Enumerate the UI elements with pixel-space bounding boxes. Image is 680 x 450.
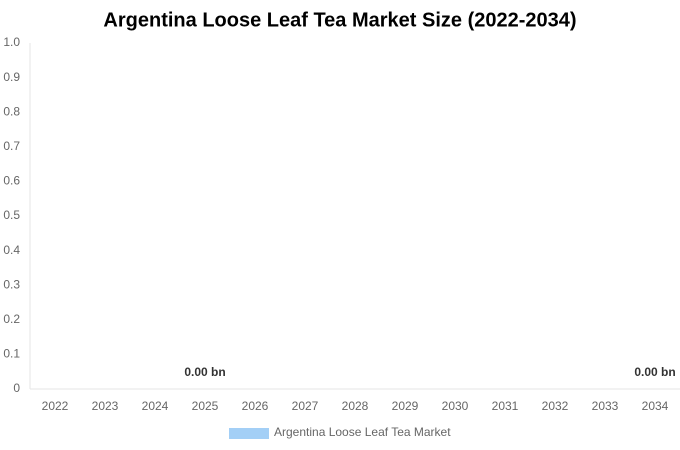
x-tick-label: 2028 [342, 399, 369, 413]
x-tick-label: 2031 [492, 399, 519, 413]
x-tick-label: 2024 [142, 399, 169, 413]
y-tick-label: 0.8 [3, 104, 20, 118]
y-tick-label: 1.0 [3, 35, 20, 49]
chart-title: Argentina Loose Leaf Tea Market Size (20… [103, 9, 576, 31]
x-tick-label: 2023 [92, 399, 119, 413]
y-tick-label: 0.3 [3, 277, 20, 291]
x-tick-label: 2033 [592, 399, 619, 413]
x-tick-label: 2030 [442, 399, 469, 413]
y-tick-label: 0.9 [3, 70, 20, 84]
value-label: 0.00 bn [184, 365, 225, 379]
value-label: 0.00 bn [634, 365, 675, 379]
x-tick-label: 2032 [542, 399, 569, 413]
y-tick-label: 0.7 [3, 139, 20, 153]
x-tick-label: 2025 [192, 399, 219, 413]
y-tick-label: 0 [13, 381, 20, 395]
x-tick-label: 2034 [642, 399, 669, 413]
x-tick-label: 2027 [292, 399, 319, 413]
legend-swatch [229, 428, 269, 439]
y-tick-label: 0.1 [3, 347, 20, 361]
y-tick-label: 0.4 [3, 243, 20, 257]
y-tick-label: 0.6 [3, 174, 20, 188]
x-tick-label: 2029 [392, 399, 419, 413]
x-tick-label: 2026 [242, 399, 269, 413]
y-tick-label: 0.2 [3, 312, 20, 326]
x-tick-label: 2022 [42, 399, 69, 413]
y-tick-label: 0.5 [3, 208, 20, 222]
legend-label: Argentina Loose Leaf Tea Market [274, 425, 451, 439]
